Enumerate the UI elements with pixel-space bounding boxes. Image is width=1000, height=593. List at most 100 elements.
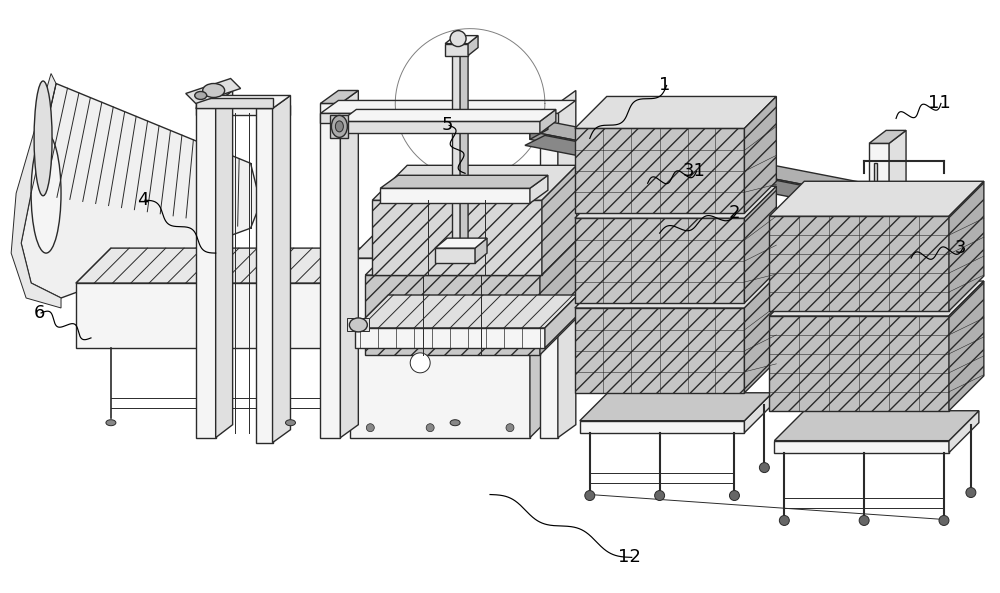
Circle shape [779, 515, 789, 525]
Polygon shape [575, 186, 776, 218]
Polygon shape [874, 192, 887, 198]
Polygon shape [744, 393, 772, 433]
Polygon shape [350, 258, 530, 438]
Circle shape [506, 424, 514, 432]
Polygon shape [320, 103, 340, 438]
Ellipse shape [106, 420, 116, 426]
Ellipse shape [195, 91, 207, 100]
Polygon shape [869, 144, 889, 417]
Polygon shape [580, 393, 772, 420]
Polygon shape [460, 46, 468, 253]
Polygon shape [949, 411, 979, 452]
Polygon shape [380, 176, 548, 188]
Ellipse shape [335, 121, 343, 132]
Text: 31: 31 [683, 162, 706, 180]
Polygon shape [949, 181, 984, 311]
Polygon shape [372, 200, 542, 275]
Polygon shape [445, 36, 478, 44]
Text: 3: 3 [955, 239, 967, 257]
Polygon shape [874, 198, 877, 223]
Polygon shape [365, 237, 578, 275]
Polygon shape [575, 129, 744, 213]
Polygon shape [320, 113, 558, 123]
Ellipse shape [286, 420, 295, 426]
Circle shape [939, 515, 949, 525]
Polygon shape [196, 106, 290, 116]
Text: 4: 4 [137, 191, 149, 209]
Polygon shape [435, 238, 487, 248]
Polygon shape [769, 316, 949, 411]
Polygon shape [372, 165, 577, 200]
Ellipse shape [31, 133, 61, 253]
Polygon shape [580, 420, 744, 433]
Polygon shape [273, 95, 290, 442]
Polygon shape [530, 122, 907, 201]
Polygon shape [76, 248, 495, 283]
Polygon shape [11, 74, 61, 308]
Circle shape [859, 515, 869, 525]
Circle shape [426, 424, 434, 432]
Polygon shape [889, 130, 906, 417]
Polygon shape [744, 276, 776, 393]
Circle shape [655, 490, 665, 500]
Polygon shape [196, 95, 290, 109]
Text: 2: 2 [729, 204, 740, 222]
Polygon shape [545, 295, 578, 348]
Circle shape [729, 490, 739, 500]
Polygon shape [355, 295, 578, 328]
Polygon shape [530, 223, 565, 438]
Polygon shape [540, 110, 556, 133]
Polygon shape [744, 97, 776, 213]
Polygon shape [575, 276, 776, 308]
Polygon shape [350, 223, 565, 258]
Circle shape [585, 490, 595, 500]
Polygon shape [907, 189, 917, 208]
Polygon shape [874, 163, 877, 188]
Polygon shape [575, 97, 776, 129]
Text: 6: 6 [33, 304, 45, 322]
Polygon shape [575, 308, 744, 393]
Circle shape [450, 31, 466, 47]
Polygon shape [887, 197, 907, 218]
Polygon shape [330, 116, 348, 138]
Polygon shape [460, 248, 495, 348]
Text: 12: 12 [618, 549, 641, 566]
Polygon shape [256, 109, 273, 442]
Polygon shape [558, 91, 576, 438]
Polygon shape [380, 188, 530, 203]
Polygon shape [769, 216, 949, 311]
Text: 11: 11 [928, 94, 950, 113]
Polygon shape [365, 275, 540, 355]
Polygon shape [530, 132, 889, 209]
Polygon shape [530, 122, 548, 139]
Circle shape [410, 353, 430, 373]
Ellipse shape [349, 318, 367, 332]
Text: 5: 5 [441, 116, 453, 135]
Polygon shape [949, 281, 984, 411]
Polygon shape [196, 98, 273, 109]
Polygon shape [340, 122, 540, 133]
Ellipse shape [34, 81, 52, 196]
Polygon shape [819, 225, 835, 253]
Polygon shape [774, 411, 979, 441]
Ellipse shape [450, 420, 460, 426]
Polygon shape [76, 283, 460, 348]
Polygon shape [216, 91, 233, 438]
Polygon shape [452, 53, 460, 253]
Polygon shape [542, 165, 577, 275]
Polygon shape [340, 91, 358, 438]
Polygon shape [320, 91, 358, 103]
Circle shape [966, 487, 976, 498]
Polygon shape [744, 186, 776, 303]
Polygon shape [774, 441, 949, 452]
Polygon shape [530, 176, 548, 203]
Text: 1: 1 [659, 76, 670, 94]
Circle shape [366, 424, 374, 432]
Polygon shape [869, 238, 889, 253]
Ellipse shape [203, 84, 225, 97]
Polygon shape [769, 181, 984, 216]
Polygon shape [769, 281, 984, 316]
Polygon shape [435, 248, 475, 263]
Polygon shape [347, 318, 369, 331]
Polygon shape [186, 78, 241, 103]
